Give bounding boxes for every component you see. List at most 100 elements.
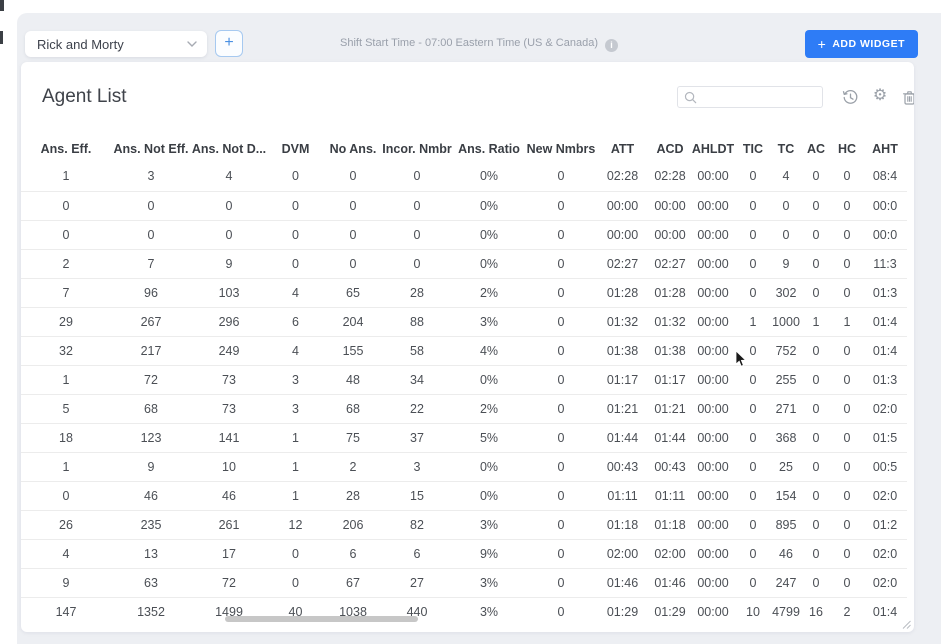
table-row[interactable]: 18 123 141 1 75 37 5% 0 01:44 01:44 00:00 0 368 0 0 01:… — [21, 423, 907, 452]
gear-icon[interactable]: ⚙ — [872, 87, 888, 104]
table-cell: 0 — [62, 198, 70, 213]
table-cell: 01:11 — [654, 488, 686, 503]
table-row[interactable]: 1 72 73 3 48 34 0% 0 01:17 01:17 00:00 0 255 0 0 01:3 — [21, 365, 907, 394]
table-cell: 0 — [843, 459, 851, 474]
table-cell: 1 — [292, 430, 299, 445]
column-header[interactable]: Ans. Eff. — [40, 141, 92, 156]
info-icon[interactable]: i — [605, 39, 618, 52]
table-cell: 28 — [410, 285, 424, 300]
table-row[interactable]: 29 267 296 6 204 88 3% 0 01:32 01:32 00:00 1 1000 1 1 0… — [21, 307, 907, 336]
column-header[interactable]: ATT — [610, 141, 635, 156]
table-cell: 0 — [812, 517, 820, 532]
column-header[interactable]: Ans. Not Eff. — [113, 141, 189, 156]
table-row[interactable]: 7 96 103 4 65 28 2% 0 01:28 01:28 00:00 0 302 0 0 01:3 — [21, 278, 907, 307]
horizontal-scrollbar-thumb[interactable] — [225, 616, 418, 622]
table-cell: 123 — [140, 430, 162, 445]
column-header[interactable]: Ans. Not D... — [191, 141, 267, 156]
table-cell: 01:18 — [654, 517, 686, 532]
table-cell: 00:00 — [606, 227, 639, 242]
table-row[interactable]: 4 13 17 0 6 6 9% 0 02:00 02:00 00:00 0 46 0 0 02:0 — [21, 539, 907, 568]
widget-title: Agent List — [42, 86, 127, 107]
table-cell: 22 — [410, 401, 424, 416]
table-cell: 40 — [288, 604, 303, 619]
table-row[interactable]: 1 3 4 0 0 0 0% 0 02:28 02:28 00:00 0 4 0 0 08:4 — [21, 162, 907, 191]
search-box[interactable] — [677, 86, 823, 108]
table-cell: 96 — [144, 285, 158, 300]
table-cell: 00:5 — [872, 459, 898, 474]
table-cell: 00:00 — [697, 372, 729, 387]
table-row[interactable]: 2 7 9 0 0 0 0% 0 02:27 02:27 00:00 0 9 0 0 11:3 — [21, 249, 907, 278]
search-input[interactable] — [697, 90, 816, 104]
table-row[interactable]: 26 235 261 12 206 82 3% 0 01:18 01:18 00:00 0 895 0 0 0… — [21, 510, 907, 539]
screen-edge-artifact — [0, 0, 4, 11]
column-header[interactable]: Incor. Nmbr — [382, 141, 452, 156]
dashboard-select[interactable]: Rick and Morty — [25, 31, 207, 57]
table-cell: 02:00 — [606, 546, 639, 561]
table-cell: 00:00 — [697, 343, 729, 358]
table-cell: 26 — [59, 517, 73, 532]
table-cell: 01:4 — [872, 343, 898, 358]
table-cell: 0 — [843, 227, 851, 242]
history-icon[interactable] — [842, 89, 859, 106]
add-widget-button[interactable]: + ADD WIDGET — [804, 30, 918, 58]
table-cell: 0 — [749, 256, 757, 271]
table-cell: 0% — [479, 169, 499, 184]
column-header[interactable]: TIC — [742, 141, 764, 156]
column-header[interactable]: New Nmbrs — [526, 141, 596, 156]
table-cell: 0 — [843, 372, 851, 387]
table-cell: 01:4 — [872, 314, 898, 329]
column-header[interactable]: HC — [837, 141, 857, 156]
resize-handle[interactable] — [902, 620, 911, 629]
table-cell: 0 — [349, 227, 357, 242]
table-row[interactable]: 0 46 46 1 28 15 0% 0 01:11 01:11 00:00 0 154 0 0 02:0 — [21, 481, 907, 510]
table-row[interactable]: 0 0 0 0 0 0 0% 0 00:00 00:00 00:00 0 0 0 0 00:0 — [21, 220, 907, 249]
table-cell: 0 — [812, 401, 820, 416]
table-cell: 01:3 — [872, 285, 898, 300]
table-cell: 00:00 — [697, 227, 729, 242]
table-cell: 261 — [218, 517, 240, 532]
column-header[interactable]: No Ans. — [329, 141, 377, 156]
table-cell: 02:27 — [606, 256, 639, 271]
table-cell: 204 — [342, 314, 364, 329]
column-header[interactable]: DVM — [281, 141, 310, 156]
table-cell: 0 — [557, 401, 565, 416]
table-cell: 18 — [59, 430, 73, 445]
table-cell: 296 — [218, 314, 240, 329]
table-cell: 4 — [782, 169, 790, 184]
column-header[interactable]: AC — [806, 141, 826, 156]
table-cell: 68 — [346, 401, 360, 416]
column-header[interactable]: ACD — [656, 141, 684, 156]
column-header[interactable]: Ans. Ratio — [458, 141, 520, 156]
table-cell: 368 — [775, 430, 797, 445]
table-cell: 0 — [557, 372, 565, 387]
column-header[interactable]: AHLDT — [691, 141, 735, 156]
table-cell: 01:11 — [607, 488, 638, 503]
table-row[interactable]: 32 217 249 4 155 58 4% 0 01:38 01:38 00:00 0 752 0 0 01… — [21, 336, 907, 365]
table-cell: 11:3 — [873, 256, 897, 271]
table-row[interactable]: 5 68 73 3 68 22 2% 0 01:21 01:21 00:00 0 271 0 0 02:0 — [21, 394, 907, 423]
table-cell: 0 — [413, 169, 421, 184]
column-header[interactable]: AHT — [872, 141, 898, 156]
table-cell: 02:00 — [654, 546, 686, 561]
table-cell: 0 — [843, 256, 851, 271]
table-cell: 0 — [292, 256, 299, 271]
column-header[interactable]: TC — [777, 141, 795, 156]
table-row[interactable]: 147 1352 1499 40 1038 440 3% 0 01:29 01:29 00:00 10… — [21, 597, 907, 626]
add-dashboard-tab-button[interactable]: + — [215, 30, 243, 57]
table-row[interactable]: 9 63 72 0 67 27 3% 0 01:46 01:46 00:00 0 247 0 0 02:0 — [21, 568, 907, 597]
table-cell: 0 — [147, 198, 155, 213]
table-cell: 0 — [292, 227, 299, 242]
table-cell: 00:00 — [654, 198, 686, 213]
trash-icon[interactable] — [901, 89, 914, 106]
table-cell: 0 — [557, 227, 565, 242]
table-cell: 4 — [292, 343, 299, 358]
table-cell: 0% — [479, 488, 499, 503]
table-cell: 00:0 — [872, 198, 898, 213]
table-row[interactable]: 1 9 10 1 2 3 0% 0 00:43 00:43 00:00 0 25 0 0 00:5 — [21, 452, 907, 481]
table-cell: 00:00 — [697, 488, 729, 503]
table-cell: 7 — [62, 285, 70, 300]
table-cell: 0 — [843, 430, 851, 445]
table-cell: 68 — [144, 401, 158, 416]
table-cell: 0 — [843, 198, 851, 213]
table-row[interactable]: 0 0 0 0 0 0 0% 0 00:00 00:00 00:00 0 0 0 0 00:0 — [21, 191, 907, 220]
